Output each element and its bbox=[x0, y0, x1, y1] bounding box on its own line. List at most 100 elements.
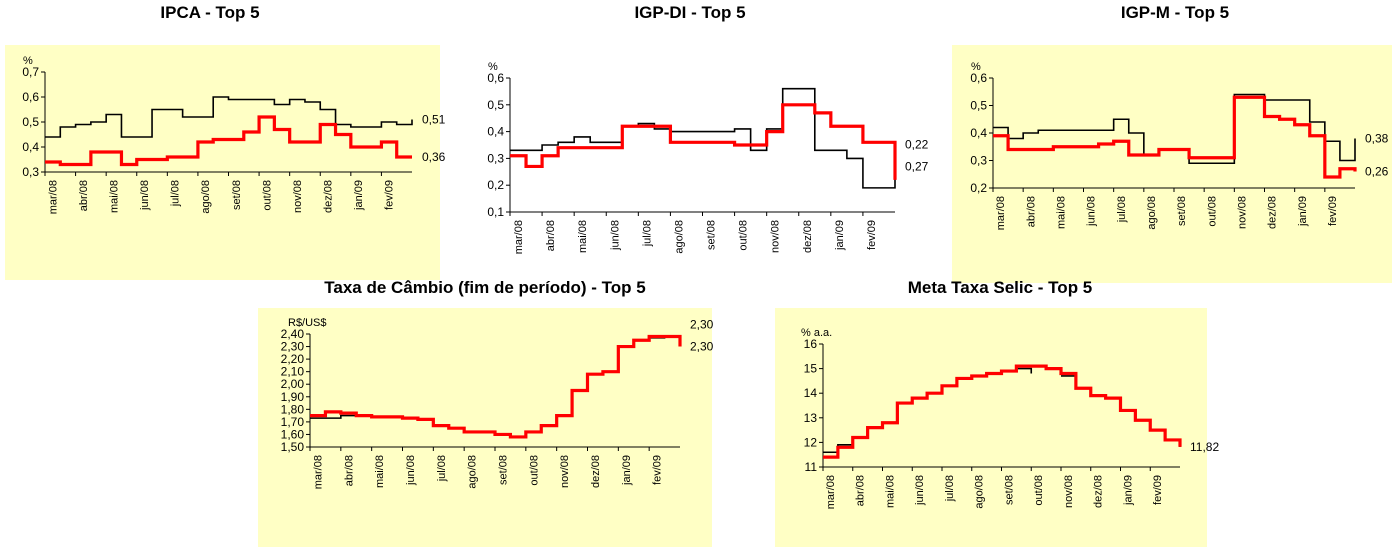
y-axis-unit: % bbox=[23, 55, 33, 67]
x-tick-label: dez/08 bbox=[802, 220, 814, 253]
y-tick-label: 0,5 bbox=[487, 98, 504, 112]
x-tick-label: dez/08 bbox=[1093, 475, 1105, 508]
x-tick-label: mai/08 bbox=[577, 220, 589, 253]
x-tick-label: mai/08 bbox=[884, 475, 896, 508]
end-value-label: 2,30 bbox=[690, 340, 714, 354]
x-tick-label: mar/08 bbox=[995, 196, 1007, 230]
y-tick-label: 0,6 bbox=[970, 71, 987, 85]
x-tick-label: dez/08 bbox=[323, 180, 335, 213]
y-tick-label: 2,40 bbox=[281, 327, 305, 341]
panel-background bbox=[775, 308, 1207, 547]
x-tick-label: out/08 bbox=[528, 455, 540, 486]
x-tick-label: mar/08 bbox=[47, 180, 59, 214]
x-tick-label: ago/08 bbox=[200, 180, 212, 214]
x-tick-label: jan/09 bbox=[1297, 196, 1309, 227]
end-value-label: 0,51 bbox=[422, 113, 446, 127]
x-tick-label: fev/09 bbox=[866, 220, 878, 250]
y-tick-label: 1,60 bbox=[281, 427, 305, 441]
x-tick-label: nov/08 bbox=[770, 220, 782, 253]
series-line bbox=[510, 87, 896, 189]
end-value-label: 0,36 bbox=[422, 150, 446, 164]
x-tick-label: nov/08 bbox=[1236, 196, 1248, 229]
x-tick-label: abr/08 bbox=[1025, 196, 1037, 227]
end-value-label: 0,26 bbox=[1365, 165, 1389, 179]
y-axis-unit: % bbox=[488, 61, 498, 73]
x-tick-label: jan/09 bbox=[353, 180, 365, 211]
series-line bbox=[993, 95, 1357, 179]
y-tick-label: 14 bbox=[804, 386, 818, 400]
x-tick-label: out/08 bbox=[1033, 475, 1045, 506]
y-tick-label: 0,5 bbox=[970, 99, 987, 113]
x-tick-label: fev/09 bbox=[384, 180, 396, 210]
chart-title: Meta Taxa Selic - Top 5 bbox=[908, 278, 1093, 297]
panel-background bbox=[258, 308, 712, 547]
series-line bbox=[310, 334, 682, 439]
x-tick-label: jul/08 bbox=[641, 220, 653, 247]
x-tick-label: ago/08 bbox=[467, 455, 479, 489]
x-tick-label: jun/08 bbox=[1086, 196, 1098, 227]
x-tick-label: nov/08 bbox=[292, 180, 304, 213]
x-tick-label: abr/08 bbox=[545, 220, 557, 251]
x-tick-label: jan/09 bbox=[1122, 475, 1134, 506]
y-axis-unit: % bbox=[971, 61, 981, 73]
series-line bbox=[45, 115, 412, 167]
y-axis-unit: % a.a. bbox=[801, 327, 832, 339]
y-tick-label: 15 bbox=[804, 362, 818, 376]
x-tick-label: fev/09 bbox=[1327, 196, 1339, 226]
panel-background bbox=[5, 45, 440, 280]
x-tick-label: ago/08 bbox=[974, 475, 986, 509]
x-tick-label: nov/08 bbox=[559, 455, 571, 488]
y-tick-label: 13 bbox=[804, 411, 818, 425]
end-value-label: 0,27 bbox=[905, 159, 929, 173]
end-value-label: 0,38 bbox=[1365, 132, 1389, 146]
x-tick-label: mar/08 bbox=[825, 475, 837, 509]
y-tick-label: 1,80 bbox=[281, 402, 305, 416]
panel-background bbox=[952, 45, 1392, 283]
x-tick-label: abr/08 bbox=[343, 455, 355, 486]
x-tick-label: jan/09 bbox=[834, 220, 846, 251]
series-line bbox=[45, 96, 413, 138]
x-tick-label: dez/08 bbox=[1267, 196, 1279, 229]
x-tick-label: set/08 bbox=[1176, 196, 1188, 226]
x-tick-label: mai/08 bbox=[1055, 196, 1067, 229]
x-tick-label: jul/08 bbox=[436, 455, 448, 482]
y-tick-label: 2,20 bbox=[281, 352, 305, 366]
x-tick-label: jun/08 bbox=[139, 180, 151, 211]
x-tick-label: mai/08 bbox=[108, 180, 120, 213]
x-tick-label: out/08 bbox=[1206, 196, 1218, 227]
y-tick-label: 0,3 bbox=[970, 154, 987, 168]
y-tick-label: 0,3 bbox=[22, 165, 39, 179]
x-tick-label: ago/08 bbox=[673, 220, 685, 254]
x-tick-label: fev/09 bbox=[652, 455, 664, 485]
x-tick-label: jan/09 bbox=[621, 455, 633, 486]
y-tick-label: 0,2 bbox=[487, 178, 504, 192]
x-tick-label: jul/08 bbox=[1116, 196, 1128, 223]
x-tick-label: out/08 bbox=[261, 180, 273, 211]
y-tick-label: 1,90 bbox=[281, 390, 305, 404]
x-tick-label: set/08 bbox=[231, 180, 243, 210]
y-tick-label: 0,6 bbox=[487, 71, 504, 85]
end-value-label: 2,30 bbox=[690, 318, 714, 332]
y-tick-label: 12 bbox=[804, 435, 818, 449]
x-tick-label: abr/08 bbox=[855, 475, 867, 506]
x-tick-label: mar/08 bbox=[312, 455, 324, 489]
x-tick-label: dez/08 bbox=[590, 455, 602, 488]
y-tick-label: 0,6 bbox=[22, 90, 39, 104]
x-tick-label: set/08 bbox=[497, 455, 509, 485]
y-tick-label: 11 bbox=[805, 460, 818, 474]
y-tick-label: 16 bbox=[804, 337, 818, 351]
x-tick-label: mar/08 bbox=[513, 220, 525, 254]
y-tick-label: 1,70 bbox=[281, 415, 305, 429]
x-tick-label: fev/09 bbox=[1152, 475, 1164, 505]
x-tick-label: jun/08 bbox=[609, 220, 621, 251]
y-tick-label: 0,3 bbox=[487, 151, 504, 165]
x-tick-label: jul/08 bbox=[170, 180, 182, 207]
y-tick-label: 0,4 bbox=[22, 140, 39, 154]
x-tick-label: jul/08 bbox=[944, 475, 956, 502]
x-tick-label: jun/08 bbox=[405, 455, 417, 486]
y-tick-label: 0,7 bbox=[22, 65, 39, 79]
x-tick-label: nov/08 bbox=[1063, 475, 1075, 508]
x-tick-label: abr/08 bbox=[78, 180, 90, 211]
chart-title: Taxa de Câmbio (fim de período) - Top 5 bbox=[324, 278, 645, 297]
